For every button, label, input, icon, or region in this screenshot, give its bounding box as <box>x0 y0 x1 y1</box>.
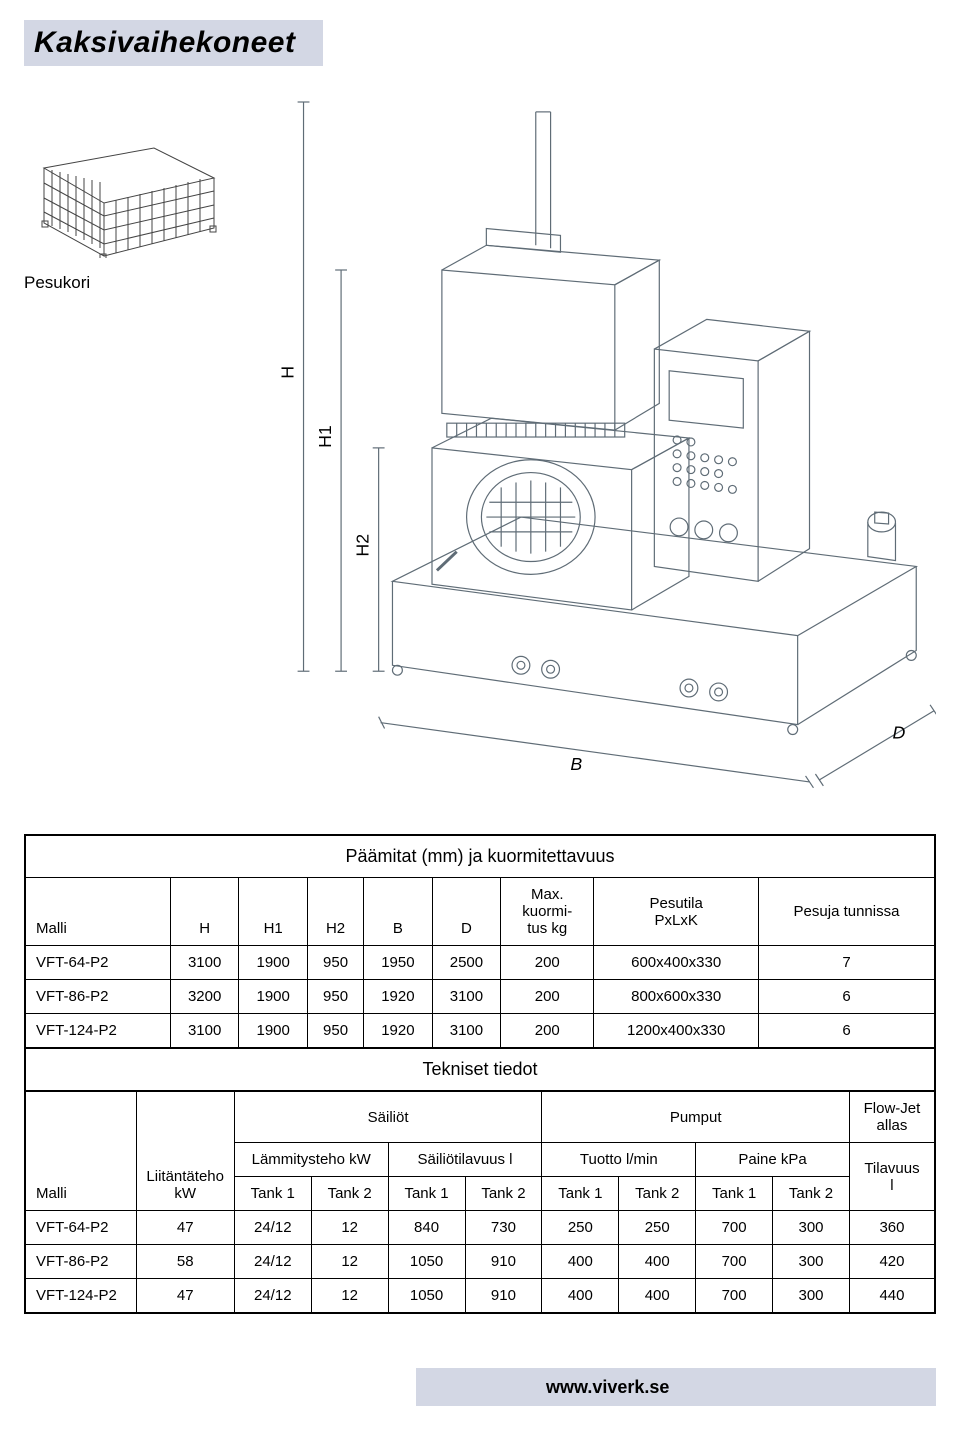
table-row: VFT-124-P2 31001900950 19203100200 1200x… <box>25 1014 935 1049</box>
page-title: Kaksivaihekoneet <box>34 26 295 60</box>
table-row: VFT-124-P2 47 24/1212 1050910 400400 700… <box>25 1279 935 1314</box>
th-H1: H1 <box>239 878 308 946</box>
dim-D: D <box>893 722 906 742</box>
th2-model: Malli <box>25 1092 136 1211</box>
th2-pressure: Paine kPa <box>696 1143 850 1177</box>
th-model: Malli <box>25 878 170 946</box>
th-H2: H2 <box>307 878 363 946</box>
th2-tankvol: Säiliötilavuus l <box>388 1143 542 1177</box>
dim-H: H <box>278 366 298 379</box>
th2-output: Tuotto l/min <box>542 1143 696 1177</box>
footer-url: www.viverk.se <box>546 1377 669 1398</box>
th2-flowjet: Flow-Jet allas <box>849 1092 935 1143</box>
table-row: VFT-86-P2 32001900950 19203100200 800x60… <box>25 980 935 1014</box>
footer-bar: www.viverk.se <box>24 1368 936 1406</box>
th2-pumps: Pumput <box>542 1092 850 1143</box>
th-D: D <box>432 878 501 946</box>
th2-tanks: Säiliöt <box>234 1092 542 1143</box>
technical-table: Malli Liitäntäteho kW Säiliöt Pumput Flo… <box>24 1092 936 1314</box>
diagram-region: Pesukori H H1 <box>24 78 936 798</box>
dimensions-table: Päämitat (mm) ja kuormitettavuus Malli H… <box>24 834 936 1092</box>
table-row: VFT-64-P2 31001900950 19502500200 600x40… <box>25 946 935 980</box>
th-washspace: Pesutila PxLxK <box>594 878 759 946</box>
basket-illustration <box>24 108 224 258</box>
dim-H2: H2 <box>353 534 373 557</box>
table2-title: Tekniset tiedot <box>25 1048 935 1091</box>
basket-label: Pesukori <box>24 273 244 293</box>
page-title-bar: Kaksivaihekoneet <box>24 20 323 66</box>
th2-volume: Tilavuus l <box>849 1143 935 1211</box>
th-H: H <box>170 878 239 946</box>
dim-H1: H1 <box>315 425 335 448</box>
table-row: VFT-86-P2 58 24/1212 1050910 400400 7003… <box>25 1245 935 1279</box>
th2-conn: Liitäntäteho kW <box>136 1092 234 1211</box>
table-row: VFT-64-P2 47 24/1212 840730 250250 70030… <box>25 1211 935 1245</box>
machine-diagram: H H1 H2 <box>264 78 936 798</box>
th2-heating: Lämmitysteho kW <box>234 1143 388 1177</box>
dim-B: B <box>570 754 582 774</box>
table1-title: Päämitat (mm) ja kuormitettavuus <box>25 835 935 878</box>
th-maxload: Max. kuormi- tus kg <box>501 878 594 946</box>
th-wph: Pesuja tunnissa <box>759 878 936 946</box>
th-B: B <box>364 878 433 946</box>
